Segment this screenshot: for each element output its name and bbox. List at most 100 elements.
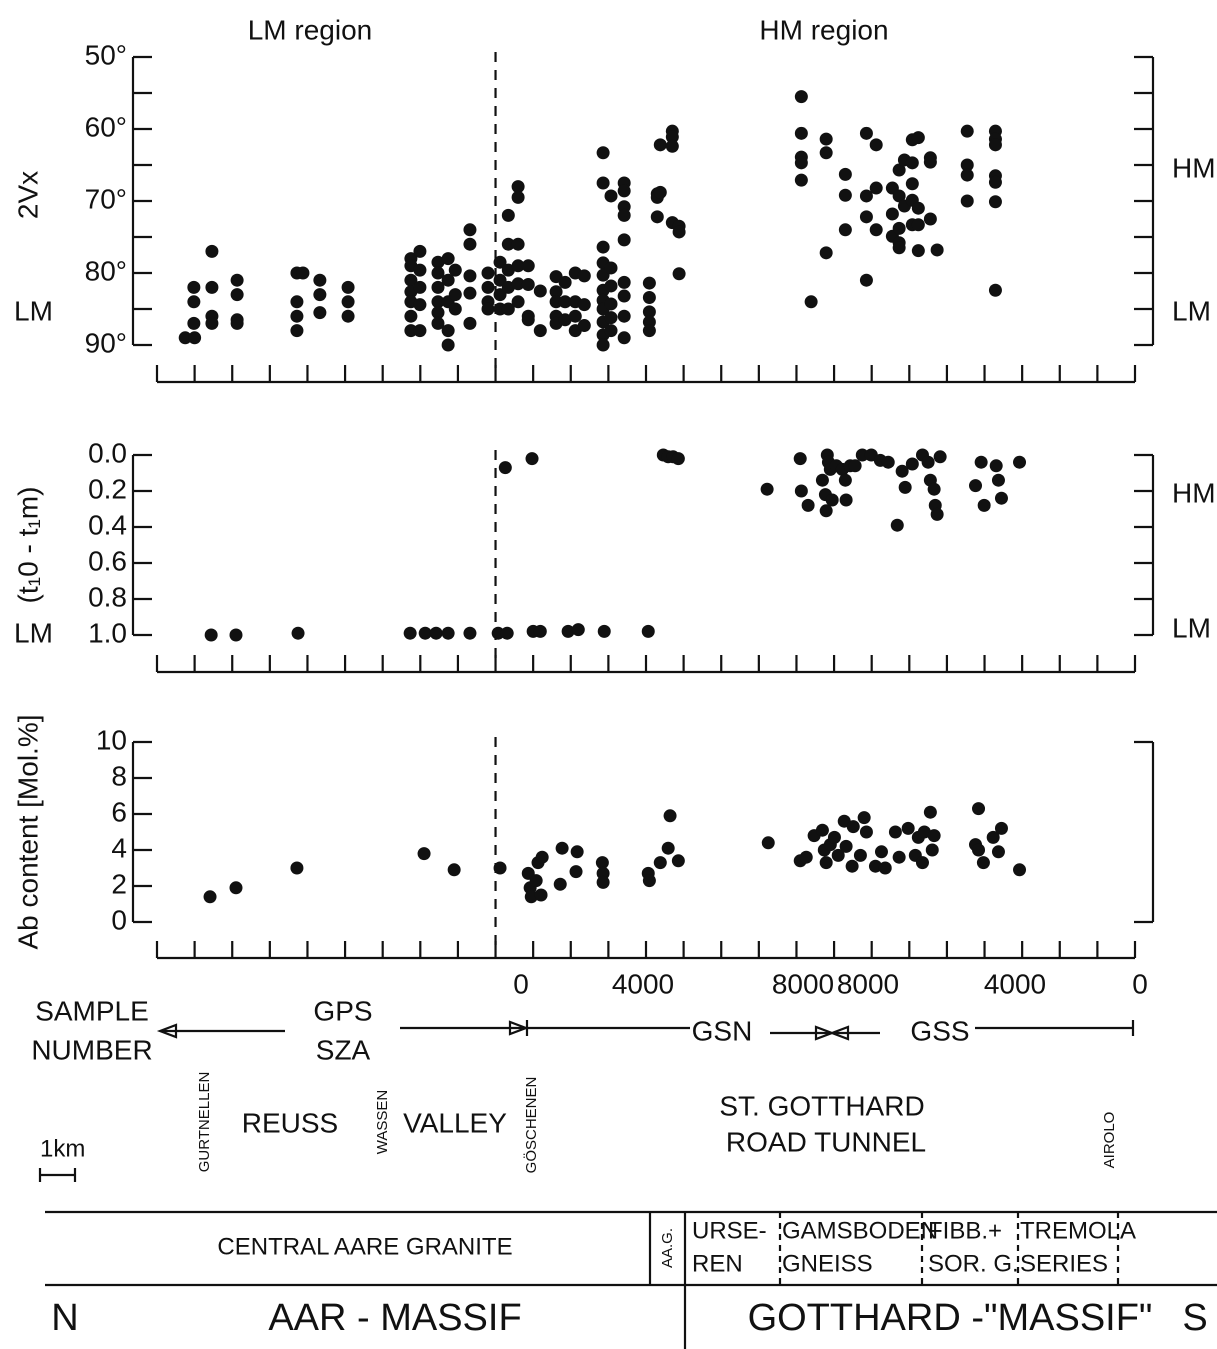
point [885, 207, 899, 221]
point [533, 324, 547, 338]
point [463, 316, 477, 330]
point [577, 298, 591, 312]
point [558, 313, 572, 327]
point [596, 176, 610, 190]
right-label: LM [1172, 295, 1211, 326]
point [341, 280, 355, 294]
point [511, 259, 525, 273]
point [500, 626, 514, 640]
y-tick-label: 1.0 [88, 617, 127, 648]
point [653, 856, 667, 870]
point [441, 626, 455, 640]
right-label: HM [1172, 477, 1216, 508]
point [653, 185, 667, 199]
point [595, 856, 609, 870]
point [511, 180, 525, 194]
point [642, 290, 656, 304]
point [404, 309, 418, 323]
point [911, 218, 925, 232]
y-tick-label: 6 [111, 796, 127, 827]
point [989, 459, 1003, 473]
point [925, 843, 939, 857]
point [901, 821, 915, 835]
point [991, 845, 1005, 859]
point [794, 126, 808, 140]
place: ST. GOTTHARD [719, 1090, 924, 1121]
point [313, 288, 327, 302]
unit: FIBB.+ [928, 1217, 1002, 1244]
y-tick-label: 0.8 [88, 581, 127, 612]
point [839, 493, 853, 507]
point [290, 324, 304, 338]
point [819, 146, 833, 160]
frame [45, 1210, 1217, 1349]
unit: SERIES [1020, 1250, 1108, 1277]
point [988, 195, 1002, 209]
point [819, 246, 833, 260]
point [923, 155, 937, 169]
y-axis-title: Ab content [Mol.%] [12, 714, 43, 949]
place: REUSS [242, 1107, 338, 1138]
sample-title: NUMBER [31, 1034, 152, 1065]
point [859, 825, 873, 839]
point [533, 284, 547, 298]
point [521, 313, 535, 327]
point [188, 331, 202, 345]
point [577, 269, 591, 283]
point [988, 283, 1002, 297]
point [974, 455, 988, 469]
point [930, 243, 944, 257]
point [448, 302, 462, 316]
point [838, 167, 852, 181]
sample-number: 4000 [612, 968, 674, 999]
point [994, 491, 1008, 505]
point [230, 288, 244, 302]
massif: AAR - MASSIF [268, 1297, 521, 1339]
scale-label: 1km [40, 1135, 85, 1162]
point [617, 208, 631, 222]
point [463, 237, 477, 251]
point [413, 263, 427, 277]
point [825, 493, 839, 507]
point [431, 295, 445, 309]
point [927, 829, 941, 843]
point [815, 473, 829, 487]
place: AIROLO [1101, 1112, 1118, 1169]
point [869, 181, 883, 195]
point [827, 830, 841, 844]
point [794, 90, 808, 104]
point [596, 338, 610, 352]
point [413, 298, 427, 312]
point [617, 289, 631, 303]
point [911, 131, 925, 145]
y-tick-label: 8 [111, 760, 127, 791]
point [890, 518, 904, 532]
unit: GAMSBODEN [782, 1217, 938, 1244]
left-label: LM [14, 295, 53, 326]
point [549, 285, 563, 299]
point [413, 244, 427, 258]
sample-number: 8000 [837, 968, 899, 999]
point [642, 276, 656, 290]
point [431, 255, 445, 269]
point [671, 854, 685, 868]
point [481, 302, 495, 316]
point [501, 263, 515, 277]
point [596, 146, 610, 160]
point [230, 273, 244, 287]
point [558, 295, 572, 309]
point [839, 839, 853, 853]
point [869, 138, 883, 152]
point [799, 850, 813, 864]
point [665, 139, 679, 153]
point [642, 874, 656, 888]
place: VALLEY [403, 1107, 507, 1138]
point [431, 266, 445, 280]
y-tick-label: 0.4 [88, 509, 127, 540]
place: GÖSCHENEN [522, 1077, 540, 1174]
point [815, 823, 829, 837]
y-tick-label: 70° [85, 183, 127, 214]
point [187, 316, 201, 330]
point [204, 628, 218, 642]
point [549, 295, 563, 309]
